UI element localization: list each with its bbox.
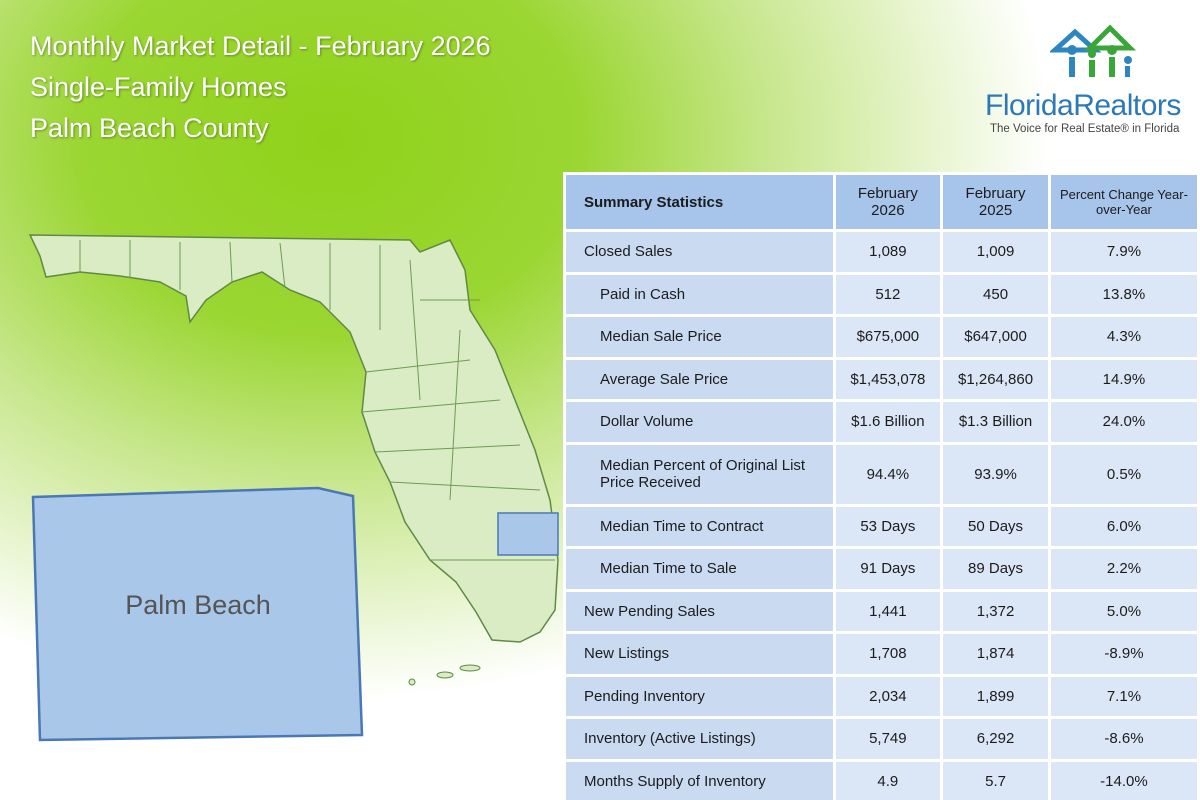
row-label: Dollar Volume — [563, 399, 836, 445]
cell-value: 4.9 — [832, 758, 944, 800]
cell-value: $1,453,078 — [832, 356, 944, 402]
row-label: Median Time to Sale — [563, 546, 836, 592]
logo-tagline: The Voice for Real Estate® in Florida — [990, 123, 1180, 135]
cell-value: 13.8% — [1047, 271, 1200, 317]
column-header: February 2025 — [940, 172, 1051, 232]
column-header: Summary Statistics — [563, 172, 836, 232]
cell-value: 1,874 — [940, 631, 1051, 677]
cell-value: -8.6% — [1047, 716, 1200, 762]
cell-value: 6,292 — [940, 716, 1051, 762]
table-row: Median Sale Price $675,000 $647,000 4.3% — [563, 314, 1200, 360]
county-shape — [31, 486, 364, 742]
table-row: Pending Inventory 2,034 1,899 7.1% — [563, 673, 1200, 719]
table-row: Inventory (Active Listings) 5,749 6,292 -8.… — [563, 716, 1200, 762]
row-label: Average Sale Price — [563, 356, 836, 402]
logo-icon — [1048, 24, 1137, 77]
cell-value: 50 Days — [940, 503, 1051, 549]
cell-value: 1,372 — [940, 588, 1051, 634]
logo-name-1: Florida — [985, 89, 1074, 122]
florida-outline — [28, 234, 559, 643]
cell-value: 5.0% — [1047, 588, 1200, 634]
row-label: Median Sale Price — [563, 314, 836, 360]
cell-value: 0.5% — [1047, 441, 1200, 507]
table-row: Dollar Volume $1.6 Billion $1.3 Billion 24.… — [563, 399, 1200, 445]
row-label: Paid in Cash — [563, 271, 836, 317]
table-row: New Listings 1,708 1,874 -8.9% — [563, 631, 1200, 677]
title-line: Single-Family Homes — [30, 72, 287, 102]
table-row: Months Supply of Inventory 4.9 5.7 -14.0% — [563, 758, 1200, 800]
cell-value: 2,034 — [832, 673, 944, 719]
cell-value: 4.3% — [1047, 314, 1200, 360]
cell-value: $1.6 Billion — [832, 399, 944, 445]
column-header: February 2026 — [832, 172, 944, 232]
cell-value: 2.2% — [1047, 546, 1200, 592]
cell-value: 1,441 — [832, 588, 944, 634]
cell-value: 5.7 — [940, 758, 1051, 800]
title-line: Palm Beach County — [30, 113, 269, 143]
cell-value: $1.3 Billion — [940, 399, 1051, 445]
cell-value: 93.9% — [940, 441, 1051, 507]
cell-value: 512 — [832, 271, 944, 317]
cell-value: 1,009 — [940, 229, 1051, 275]
cell-value: 450 — [940, 271, 1051, 317]
column-header: Percent Change Year-over-Year — [1047, 172, 1200, 232]
table-row: Median Time to Contract 53 Days 50 Days 6.0… — [563, 503, 1200, 549]
cell-value: $647,000 — [940, 314, 1051, 360]
summary-table: Summary Statistics February 2026 February … — [563, 172, 1200, 800]
logo-name-2: Realtors — [1073, 89, 1181, 122]
cell-value: 24.0% — [1047, 399, 1200, 445]
row-label: Closed Sales — [563, 229, 836, 275]
cell-value: 1,708 — [832, 631, 944, 677]
table-row: Closed Sales 1,089 1,009 7.9% — [563, 229, 1200, 275]
table-row: Median Time to Sale 91 Days 89 Days 2.2% — [563, 546, 1200, 592]
cell-value: 94.4% — [832, 441, 944, 507]
row-label: Median Time to Contract — [563, 503, 836, 549]
title: Monthly Market Detail - February 2026 Sin… — [30, 26, 491, 149]
title-line: Monthly Market Detail - February 2026 — [30, 31, 491, 61]
logo-name: FloridaRealtors — [985, 89, 1195, 123]
table-row: Average Sale Price $1,453,078 $1,264,860 14… — [563, 356, 1200, 402]
row-label: New Listings — [563, 631, 836, 677]
cell-value: 7.9% — [1047, 229, 1200, 275]
table-row: New Pending Sales 1,441 1,372 5.0% — [563, 588, 1200, 634]
cell-value: -8.9% — [1047, 631, 1200, 677]
cell-value: 5,749 — [832, 716, 944, 762]
row-label: Median Percent of Original List Price Re… — [563, 441, 836, 507]
cell-value: 53 Days — [832, 503, 944, 549]
cell-value: 6.0% — [1047, 503, 1200, 549]
map: Palm Beach — [28, 234, 559, 742]
cell-value: 7.1% — [1047, 673, 1200, 719]
logo: FloridaRealtors The Voice for Real Estat… — [985, 20, 1195, 135]
cell-value: 89 Days — [940, 546, 1051, 592]
cell-value: 91 Days — [832, 546, 944, 592]
cell-value: $1,264,860 — [940, 356, 1051, 402]
table-row: Median Percent of Original List Price Re… — [563, 441, 1200, 507]
row-label: Months Supply of Inventory — [563, 758, 836, 800]
row-label: Pending Inventory — [563, 673, 836, 719]
cell-value: 1,899 — [940, 673, 1051, 719]
county-label: Palm Beach — [125, 590, 271, 620]
row-label: New Pending Sales — [563, 588, 836, 634]
cell-value: 14.9% — [1047, 356, 1200, 402]
cell-value: -14.0% — [1047, 758, 1200, 800]
county-highlight — [497, 512, 559, 556]
table-row: Paid in Cash 512 450 13.8% — [563, 271, 1200, 317]
row-label: Inventory (Active Listings) — [563, 716, 836, 762]
cell-value: 1,089 — [832, 229, 944, 275]
cell-value: $675,000 — [832, 314, 944, 360]
